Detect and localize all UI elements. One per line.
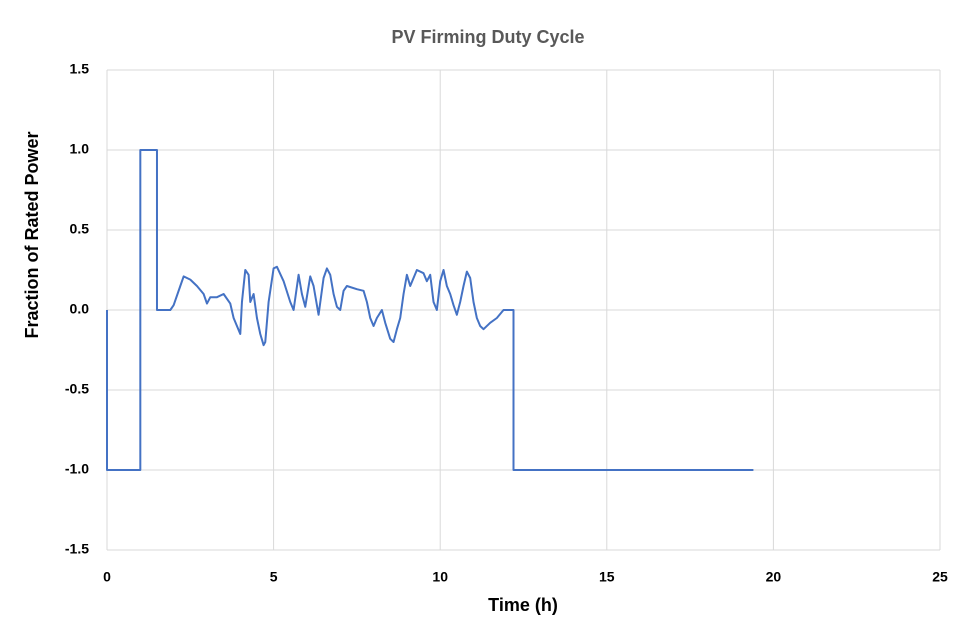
x-tick-label: 5 <box>270 569 278 585</box>
y-tick-label: 1.0 <box>70 141 90 157</box>
y-tick-label: -1.0 <box>65 461 89 477</box>
x-tick-label: 15 <box>599 569 615 585</box>
data-line <box>106 149 754 471</box>
y-axis-label: Fraction of Rated Power <box>22 131 42 338</box>
y-tick-label: 1.5 <box>70 61 90 77</box>
x-tick-label: 0 <box>103 569 111 585</box>
y-tick-label: -1.5 <box>65 541 89 557</box>
x-tick-label: 25 <box>932 569 948 585</box>
y-tick-label: -0.5 <box>65 381 89 397</box>
chart-title: PV Firming Duty Cycle <box>391 27 584 47</box>
x-tick-label: 10 <box>432 569 448 585</box>
x-axis-label: Time (h) <box>488 595 558 615</box>
y-tick-label: 0.0 <box>70 301 90 317</box>
x-tick-label: 20 <box>766 569 782 585</box>
y-tick-label: 0.5 <box>70 221 90 237</box>
